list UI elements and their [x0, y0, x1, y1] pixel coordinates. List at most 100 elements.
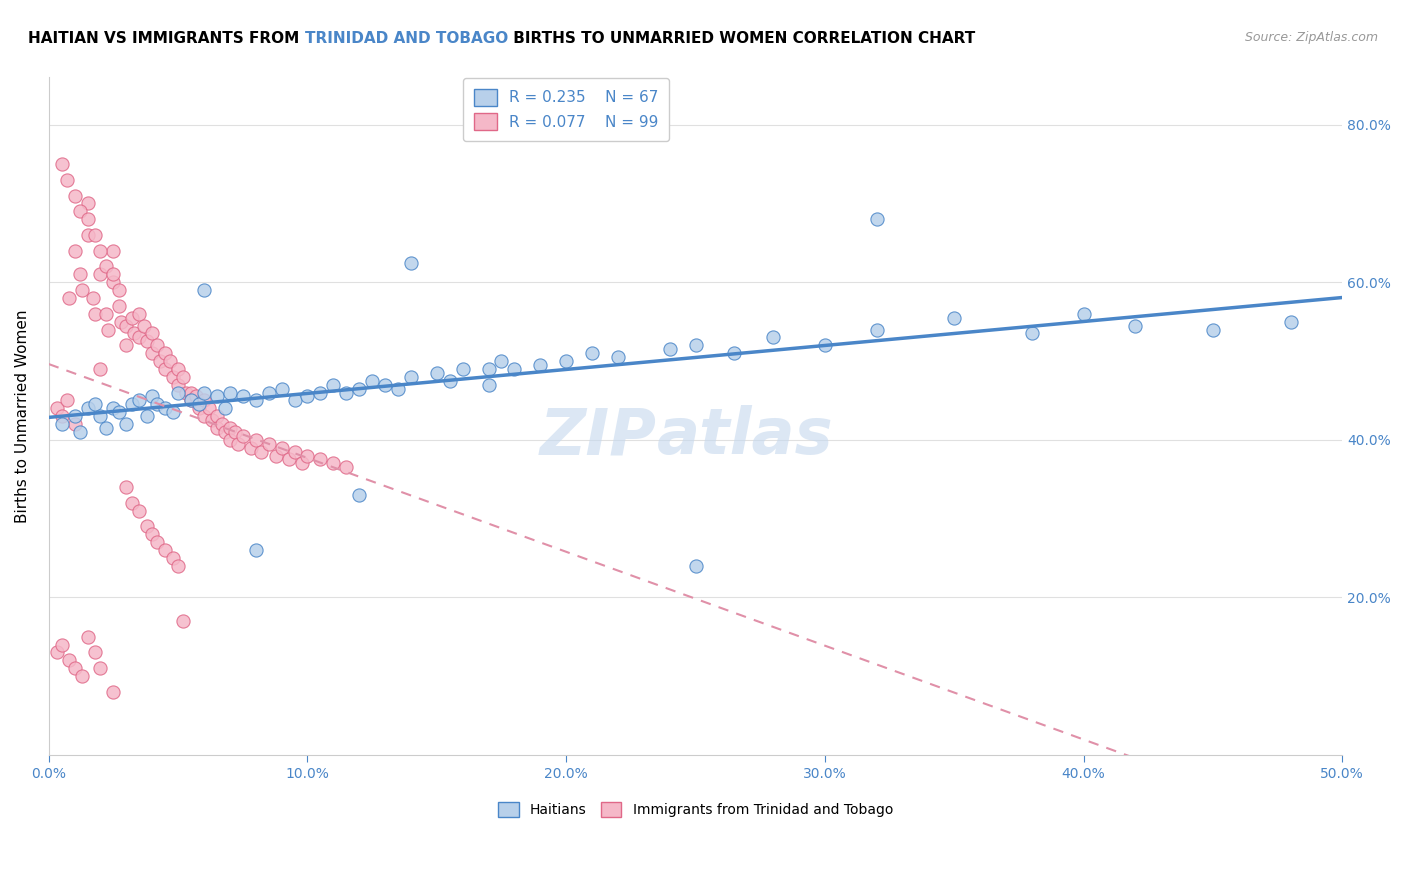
Point	[224, 425, 246, 439]
Point	[399, 255, 422, 269]
Point	[107, 405, 129, 419]
Point	[491, 354, 513, 368]
Text: TRINIDAD AND TOBAGO: TRINIDAD AND TOBAGO	[305, 31, 508, 46]
Point	[167, 385, 190, 400]
Point	[865, 212, 887, 227]
Point	[128, 393, 150, 408]
Point	[153, 362, 176, 376]
Point	[477, 377, 499, 392]
Point	[89, 661, 111, 675]
Point	[266, 449, 288, 463]
Point	[1021, 326, 1043, 341]
Point	[136, 409, 159, 424]
Point	[162, 405, 184, 419]
Point	[72, 669, 94, 683]
Point	[205, 421, 228, 435]
Point	[451, 362, 474, 376]
Point	[270, 382, 292, 396]
Point	[63, 188, 86, 202]
Point	[76, 212, 98, 227]
Point	[63, 417, 86, 431]
Point	[153, 346, 176, 360]
Point	[115, 417, 138, 431]
Point	[84, 307, 107, 321]
Point	[107, 283, 129, 297]
Point	[89, 409, 111, 424]
Point	[122, 326, 145, 341]
Point	[347, 488, 370, 502]
Point	[69, 425, 91, 439]
Point	[180, 385, 202, 400]
Point	[581, 346, 603, 360]
Point	[335, 385, 357, 400]
Point	[309, 452, 332, 467]
Point	[141, 346, 163, 360]
Point	[1202, 322, 1225, 336]
Point	[153, 543, 176, 558]
Point	[232, 389, 254, 403]
Point	[134, 318, 156, 333]
Point	[439, 374, 461, 388]
Point	[121, 397, 143, 411]
Point	[685, 558, 707, 573]
Text: Source: ZipAtlas.com: Source: ZipAtlas.com	[1244, 31, 1378, 45]
Point	[187, 397, 209, 411]
Point	[51, 157, 73, 171]
Point	[193, 385, 215, 400]
Point	[477, 362, 499, 376]
Point	[723, 346, 745, 360]
Point	[361, 374, 384, 388]
Legend: Haitians, Immigrants from Trinidad and Tobago: Haitians, Immigrants from Trinidad and T…	[492, 797, 898, 822]
Point	[121, 496, 143, 510]
Point	[56, 173, 79, 187]
Point	[128, 330, 150, 344]
Point	[187, 401, 209, 416]
Point	[297, 389, 319, 403]
Point	[84, 227, 107, 242]
Text: ZIP: ZIP	[540, 406, 657, 467]
Point	[159, 354, 181, 368]
Point	[103, 401, 125, 416]
Point	[146, 338, 169, 352]
Point	[110, 315, 132, 329]
Point	[162, 369, 184, 384]
Point	[76, 401, 98, 416]
Point	[146, 397, 169, 411]
Point	[128, 504, 150, 518]
Point	[239, 441, 262, 455]
Point	[1123, 318, 1146, 333]
Point	[606, 350, 628, 364]
Point	[201, 413, 224, 427]
Point	[172, 614, 194, 628]
Text: atlas: atlas	[657, 406, 834, 467]
Point	[69, 268, 91, 282]
Point	[115, 338, 138, 352]
Y-axis label: Births to Unmarried Women: Births to Unmarried Women	[15, 310, 30, 523]
Point	[58, 291, 80, 305]
Point	[214, 425, 236, 439]
Point	[226, 436, 249, 450]
Point	[943, 310, 966, 325]
Point	[63, 409, 86, 424]
Point	[56, 393, 79, 408]
Point	[245, 433, 267, 447]
Point	[232, 429, 254, 443]
Text: HAITIAN VS IMMIGRANTS FROM: HAITIAN VS IMMIGRANTS FROM	[28, 31, 305, 46]
Point	[51, 638, 73, 652]
Point	[283, 444, 305, 458]
Point	[814, 338, 837, 352]
Point	[45, 645, 67, 659]
Point	[103, 244, 125, 258]
Point	[51, 417, 73, 431]
Point	[218, 433, 240, 447]
Point	[146, 535, 169, 549]
Point	[245, 393, 267, 408]
Point	[322, 457, 344, 471]
Point	[153, 401, 176, 416]
Point	[115, 318, 138, 333]
Point	[121, 310, 143, 325]
Text: BIRTHS TO UNMARRIED WOMEN CORRELATION CHART: BIRTHS TO UNMARRIED WOMEN CORRELATION CH…	[508, 31, 976, 46]
Point	[762, 330, 785, 344]
Point	[335, 460, 357, 475]
Point	[107, 299, 129, 313]
